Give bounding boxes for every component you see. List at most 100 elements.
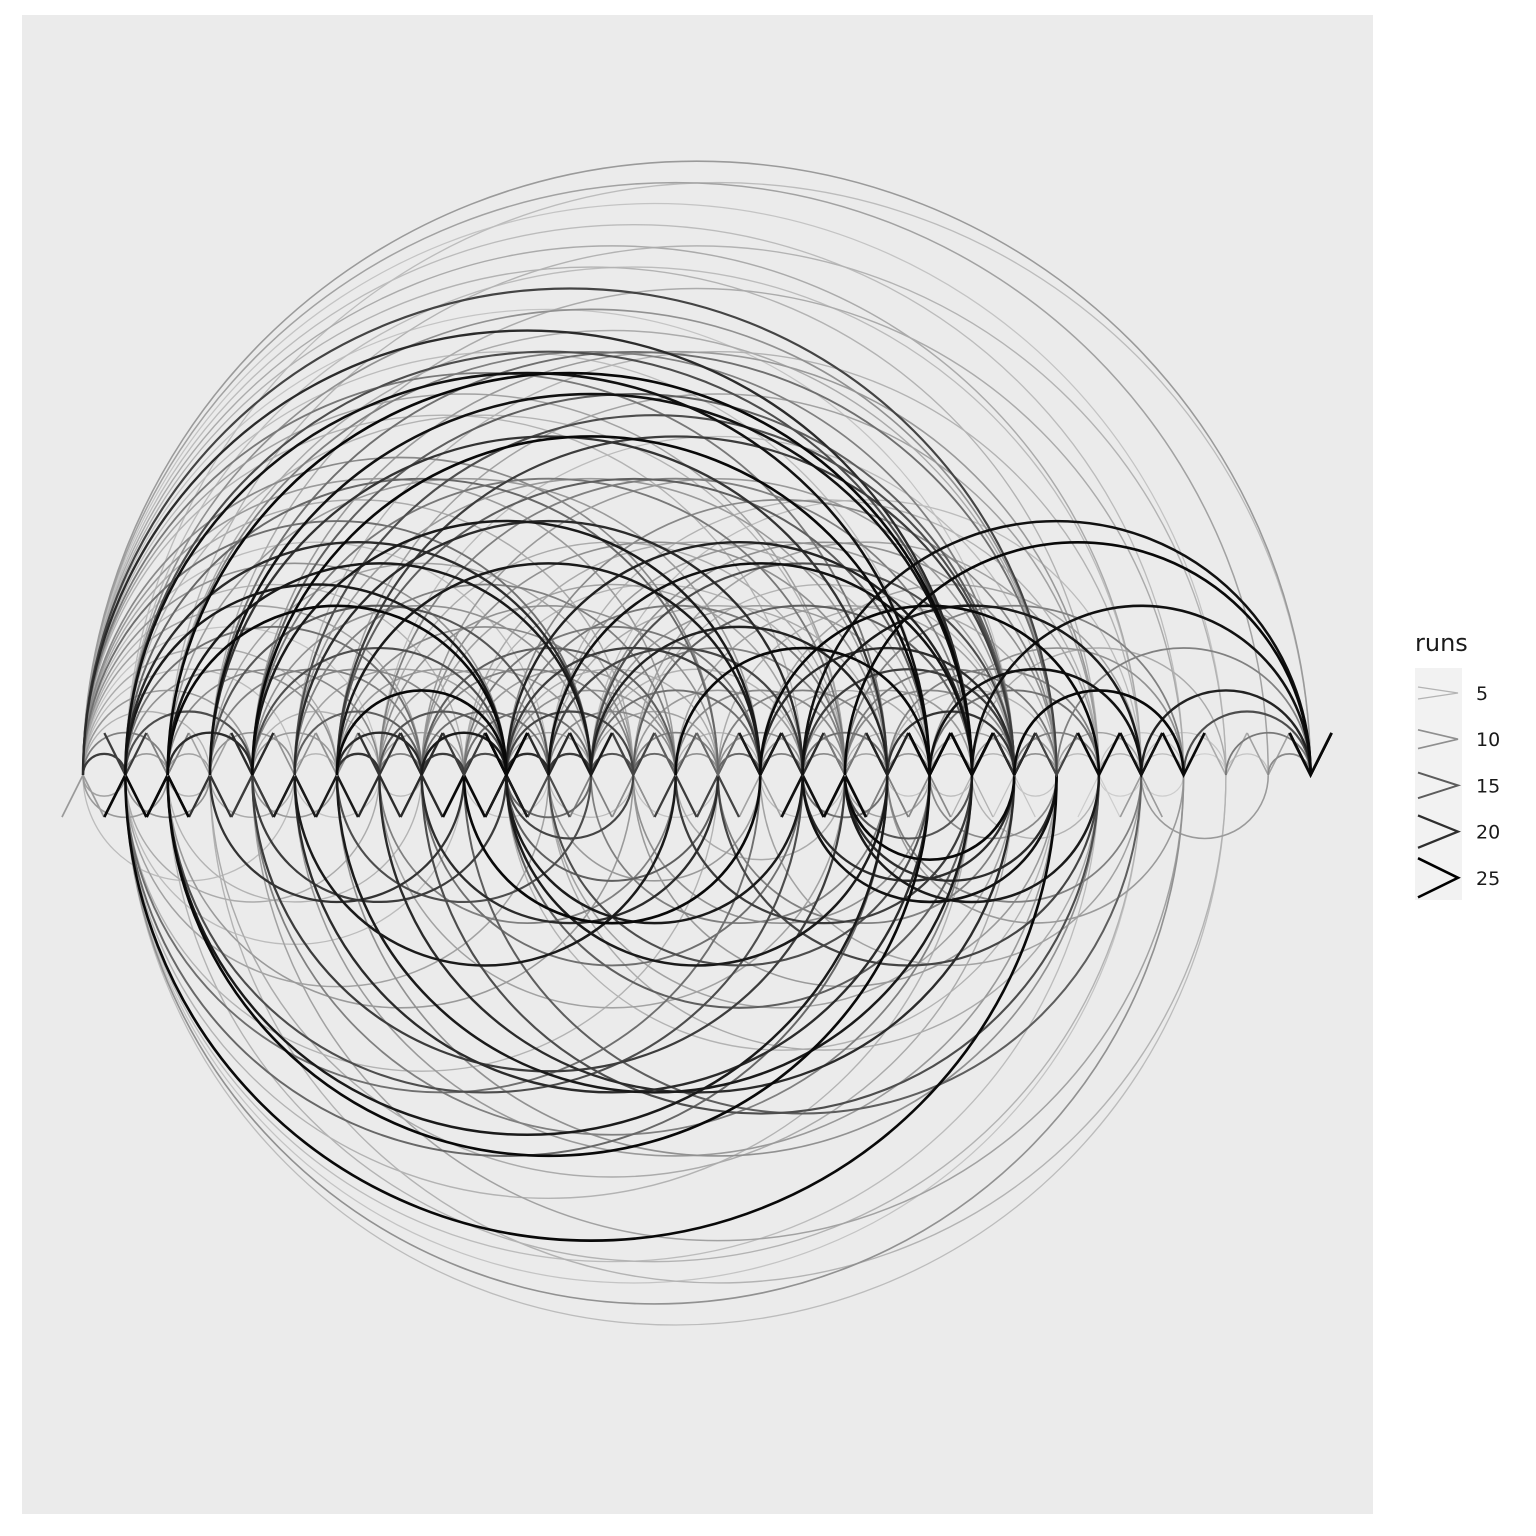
edge-arc-1-6 [82,668,296,776]
edge-arc-6-4 [209,774,296,818]
edge-arc-8-6 [294,774,380,818]
edge-arc-7-17 [335,562,762,776]
edge-arc-24-19 [843,774,1058,882]
edge-arc-7-14 [336,625,635,776]
edge-arc-7-9 [335,731,423,776]
edge-arc-26-28 [1140,732,1227,776]
edge-arc-6-9 [293,710,423,776]
edge-arc-22-23 [971,753,1015,776]
edge-arc-13-7 [335,774,593,903]
edge-arc-9-23 [420,477,1016,776]
edge-arc-2-24 [124,308,1058,776]
edge-arc-14-23 [632,583,1015,776]
edge-arc-1-21 [82,351,931,776]
edge-arc-4-22 [208,392,974,776]
edge-arc-11-14 [505,710,635,776]
edge-arc-14-16 [632,731,719,776]
edge-arc-1-14 [82,499,635,776]
edge-arc-5-7 [251,731,338,776]
edge-arc-19-30 [843,540,1312,776]
edge-arc-9-11 [420,731,508,776]
edge-arc-7-5 [251,774,338,819]
edge-arc-28-30 [1224,731,1312,776]
edge-arc-23-24 [1013,753,1058,776]
edge-arc-6-11 [293,668,508,776]
edge-arc-19-15 [674,774,846,861]
edge-arc-16-14 [632,774,719,818]
edge-arc-3-28 [166,245,1227,776]
edge-arc-2-1 [82,774,127,797]
edge-arc-2-11 [124,583,508,776]
edge-arc-25-26 [1098,753,1142,776]
edge-arc-18-19 [801,752,846,776]
edge-arc-8-13 [378,668,592,776]
edge-arc-23-18 [801,774,1016,882]
edge-arc-25-7 [336,774,1100,1157]
edge-arc-26-25 [1098,774,1142,797]
edge-arc-11-17 [505,646,762,776]
edge-arc-14-11 [505,774,635,840]
edge-arc-24-6 [293,774,1058,1157]
edge-arc-1-2 [81,752,127,776]
legend-keys: 5 10 15 20 25 [1417,683,1500,899]
edge-arc-14-15 [632,752,677,776]
edge-arc-27-20 [886,774,1185,924]
edge-arc-14-18 [632,689,804,776]
edge-arc-22-21 [928,774,973,797]
edge-arc-8-11 [378,710,508,776]
edge-arc-12-2 [124,774,550,988]
edge-arc-23-4 [209,774,1015,1178]
legend-title: runs [1415,629,1468,657]
edge-arc-18-3 [166,774,804,1094]
edge-arc-7-23 [335,435,1016,776]
edge-arc-18-20 [801,731,889,776]
edge-arc-17-23 [759,646,1016,776]
edge-arc-10-4 [208,774,466,904]
edge-arc-20-18 [801,774,889,819]
edge-arc-2-16 [124,477,719,776]
edge-arc-17-12 [547,774,762,882]
edge-arc-21-26 [928,667,1143,776]
edge-arc-19-20 [844,753,889,776]
edge-arc-25-2 [124,774,1100,1263]
edge-arc-19-8 [378,774,846,1009]
edge-arrowhead-13-20 [865,732,910,778]
edge-arc-1-28 [82,202,1227,776]
edge-arc-3-5 [166,731,254,776]
edge-arc-29-30 [1267,752,1312,776]
edge-arc-27-30 [1182,710,1312,776]
edge-arc-6-7 [293,753,338,776]
edge-arc-24-18 [801,774,1058,904]
edge-arc-27-28 [1182,753,1227,776]
edge-arc-4-27 [209,287,1185,776]
edge-arc-1-25 [82,266,1100,776]
edge-arc-20-3 [166,774,889,1137]
edge-arc-12-18 [547,646,804,776]
legend-label-5: 5 [1476,683,1488,705]
edge-arc-19-21 [844,732,931,776]
edge-arc-22-2 [124,774,973,1199]
edge-arc-18-11 [505,774,804,925]
edge-arc-2-3 [124,753,169,776]
edge-arc-21-22 [928,753,973,776]
edge-arc-14-3 [166,774,635,1009]
edge-arc-13-23 [589,562,1016,776]
edge-arc-6-18 [293,519,804,776]
edge-arc-1-24 [81,287,1058,776]
edge-arc-8-19 [378,541,846,776]
edge-arc-14-22 [632,604,973,776]
edge-arc-15-16 [674,753,719,776]
edge-arc-1-30 [82,160,1312,776]
edge-arc-7-25 [336,393,1100,776]
edge-arc-7-12 [336,668,550,776]
edge-arc-11-5 [251,774,508,904]
edge-arc-12-20 [547,604,888,776]
edge-arc-17-19 [759,731,846,776]
edge-arrowhead-21-26 [1119,732,1164,778]
edge-arc-1-23 [82,308,1015,776]
edge-arc-21-27 [928,647,1185,776]
edge-arrowhead-3-13 [568,732,614,778]
edge-arc-26-20 [886,774,1143,903]
edge-arc-20-11 [505,774,889,967]
